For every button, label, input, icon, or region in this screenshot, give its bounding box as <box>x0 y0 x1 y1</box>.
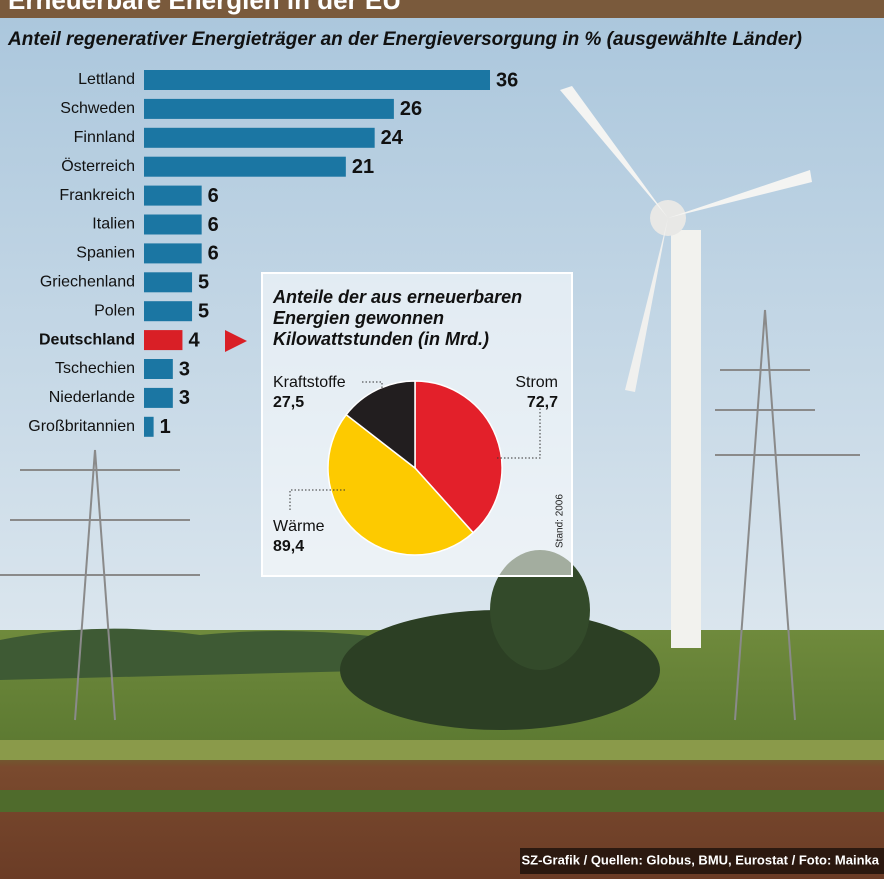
bar <box>144 272 192 292</box>
category-label: Italien <box>92 216 135 233</box>
bar <box>144 243 202 263</box>
bar <box>144 301 192 321</box>
category-label: Deutschland <box>39 331 135 348</box>
pie-title: Kilowattstunden (in Mrd.) <box>273 329 489 349</box>
slice-name: Kraftstoffe <box>273 374 346 391</box>
category-label: Tschechien <box>55 360 135 377</box>
value-label: 5 <box>198 300 209 322</box>
value-label: 4 <box>188 329 200 351</box>
category-label: Niederlande <box>49 389 135 406</box>
value-label: 1 <box>160 416 171 438</box>
value-label: 6 <box>208 214 219 236</box>
slice-name: Strom <box>515 374 558 391</box>
category-label: Lettland <box>78 71 135 88</box>
category-label: Frankreich <box>59 187 135 204</box>
value-label: 6 <box>208 185 219 207</box>
bar <box>144 330 182 350</box>
category-label: Finnland <box>74 129 135 146</box>
value-label: 26 <box>400 98 422 120</box>
slice-value: 89,4 <box>273 538 304 555</box>
category-label: Großbritannien <box>28 418 135 435</box>
category-label: Griechenland <box>40 274 135 291</box>
pie-title: Energien gewonnen <box>273 308 444 328</box>
stand-note: Stand: 2006 <box>555 494 566 548</box>
category-label: Schweden <box>60 100 135 117</box>
bar <box>144 388 173 408</box>
title: Erneuerbare Energien in der EU <box>8 0 401 15</box>
category-label: Österreich <box>61 157 135 175</box>
value-label: 36 <box>496 69 518 91</box>
pie-title: Anteile der aus erneuerbaren <box>272 287 522 307</box>
bar <box>144 186 202 206</box>
bar <box>144 128 375 148</box>
slice-value: 72,7 <box>527 394 558 411</box>
subtitle: Anteil regenerativer Energieträger an de… <box>7 29 802 50</box>
bar <box>144 157 346 177</box>
source: SZ-Grafik / Quellen: Globus, BMU, Eurost… <box>521 852 879 867</box>
value-label: 24 <box>381 127 404 149</box>
bar <box>144 99 394 119</box>
value-label: 5 <box>198 272 209 294</box>
bar <box>144 359 173 379</box>
bar <box>144 215 202 235</box>
value-label: 6 <box>208 243 219 265</box>
value-label: 3 <box>179 387 190 409</box>
category-label: Polen <box>94 302 135 319</box>
infographic: Erneuerbare Energien in der EU Anteil re… <box>0 0 884 879</box>
value-label: 21 <box>352 156 374 178</box>
category-label: Spanien <box>76 245 135 262</box>
bar <box>144 70 490 90</box>
value-label: 3 <box>179 358 190 380</box>
bar <box>144 417 154 437</box>
slice-name: Wärme <box>273 518 325 535</box>
slice-value: 27,5 <box>273 394 304 411</box>
